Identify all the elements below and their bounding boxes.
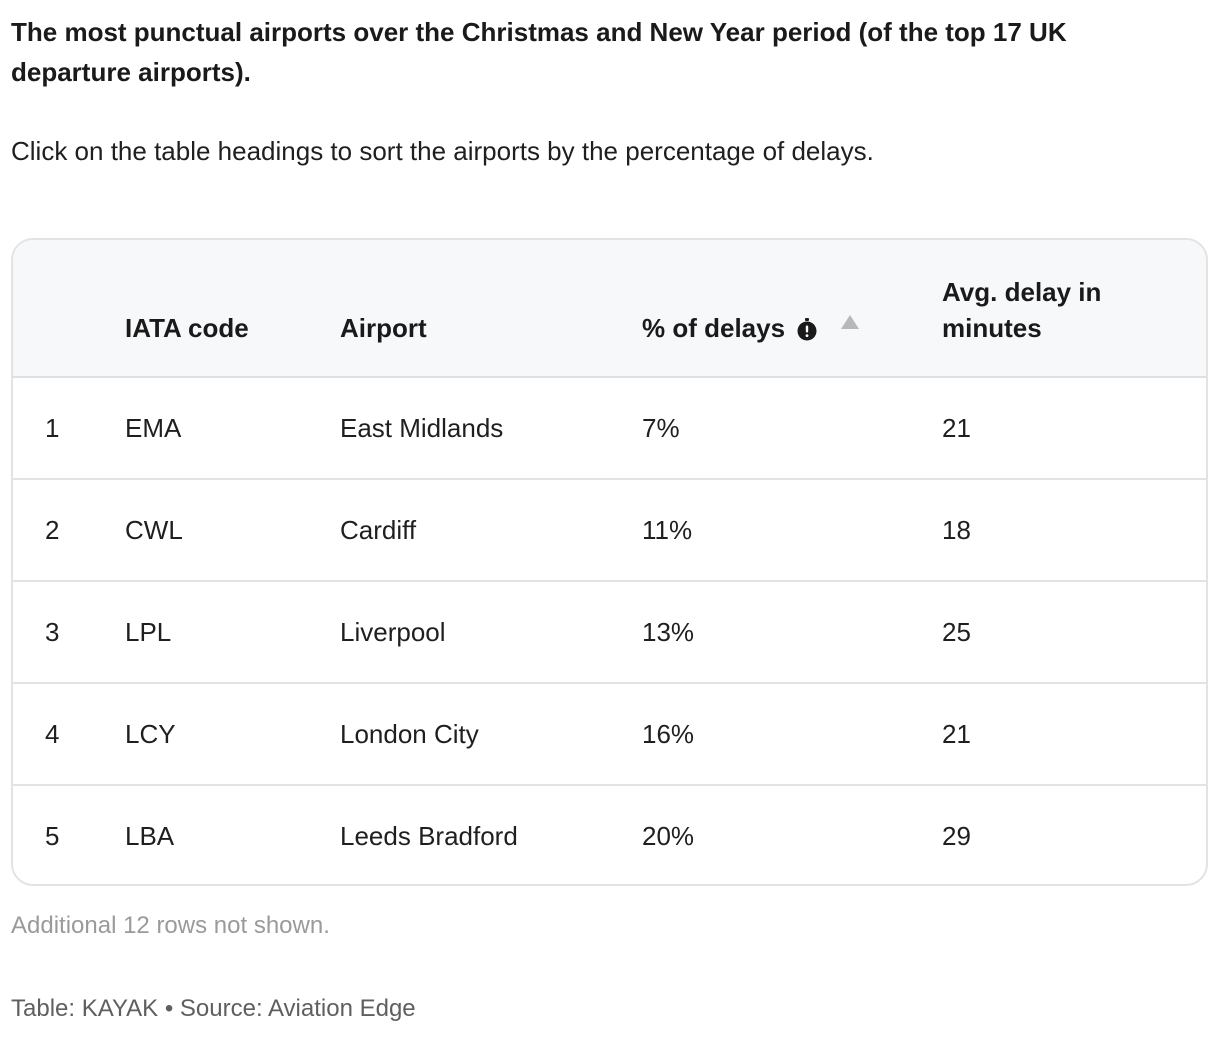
cell-avg-delay: 21 [942, 413, 971, 443]
rows-not-shown-note: Additional 12 rows not shown. [11, 912, 330, 939]
stopwatch-alert-icon [797, 318, 817, 341]
header-percent-delays-label: % of delays [642, 313, 786, 343]
header-airport[interactable]: Airport [340, 313, 427, 343]
cell-percent-delays: 11% [642, 515, 693, 545]
cell-airport: East Midlands [340, 413, 504, 443]
cell-iata-code: EMA [125, 413, 182, 443]
sort-up-arrow-icon [841, 315, 860, 329]
table-header-row: IATA code Airport % of delays Avg. delay… [13, 240, 1206, 378]
cell-percent-delays: 13% [642, 617, 695, 647]
cell-rank: 4 [45, 719, 60, 749]
table-row: 2 CWL Cardiff 11% 18 [13, 480, 1206, 582]
cell-avg-delay: 29 [942, 821, 971, 851]
cell-iata-code: CWL [125, 515, 183, 545]
cell-airport: London City [340, 719, 479, 749]
cell-airport: Liverpool [340, 617, 446, 647]
cell-airport: Leeds Bradford [340, 821, 518, 851]
cell-percent-delays: 20% [642, 821, 695, 851]
cell-rank: 2 [45, 515, 60, 545]
cell-avg-delay: 18 [942, 515, 971, 545]
cell-iata-code: LBA [125, 821, 175, 851]
airport-table: IATA code Airport % of delays Avg. delay… [11, 238, 1208, 886]
table-source-footer: Table: KAYAK • Source: Aviation Edge [11, 995, 416, 1022]
cell-rank: 5 [45, 821, 60, 851]
cell-iata-code: LCY [125, 719, 176, 749]
page-title: The most punctual airports over the Chri… [11, 17, 1067, 87]
table-row: 5 LBA Leeds Bradford 20% 29 [13, 786, 1206, 884]
cell-avg-delay: 21 [942, 719, 971, 749]
table-row: 4 LCY London City 16% 21 [13, 684, 1206, 786]
cell-avg-delay: 25 [942, 617, 971, 647]
cell-percent-delays: 7% [642, 413, 680, 443]
table-row: 1 EMA East Midlands 7% 21 [13, 378, 1206, 480]
cell-rank: 3 [45, 617, 60, 647]
header-avg-delay[interactable]: Avg. delay in minutes [942, 277, 1102, 343]
cell-iata-code: LPL [125, 617, 172, 647]
cell-rank: 1 [45, 413, 60, 443]
table-description: Click on the table headings to sort the … [11, 136, 874, 166]
header-iata-code[interactable]: IATA code [125, 313, 249, 343]
cell-airport: Cardiff [340, 515, 417, 545]
header-percent-delays[interactable]: % of delays [642, 310, 860, 346]
cell-percent-delays: 16% [642, 719, 695, 749]
table-row: 3 LPL Liverpool 13% 25 [13, 582, 1206, 684]
